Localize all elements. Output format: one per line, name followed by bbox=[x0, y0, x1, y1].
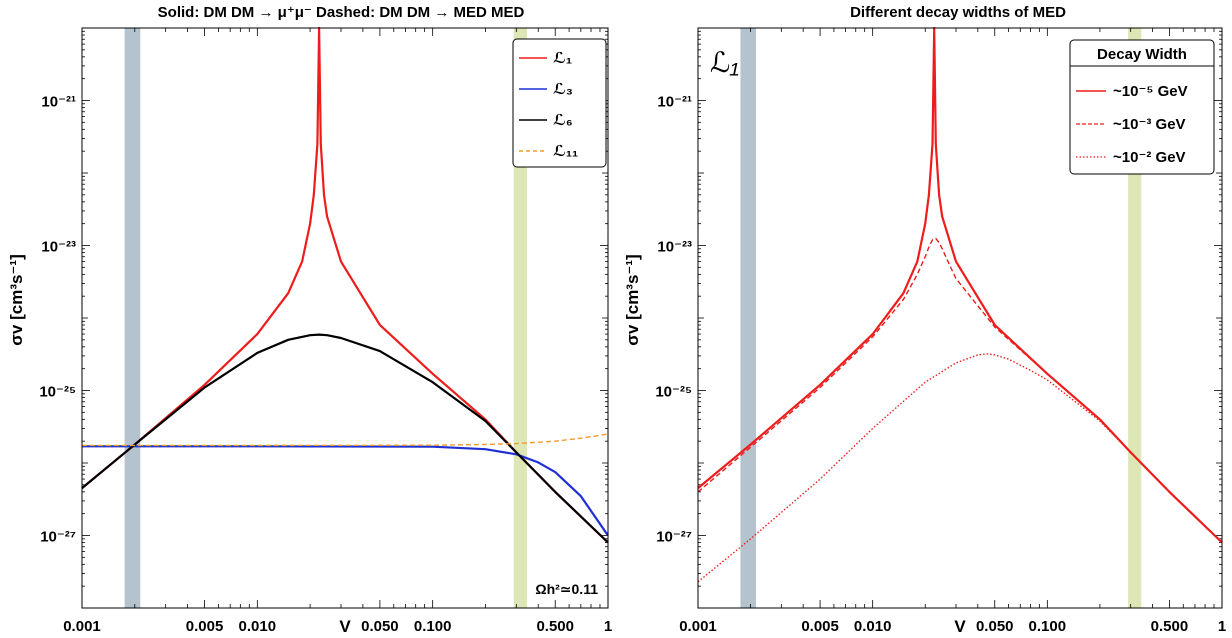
y-tick-label: 10⁻²³ bbox=[657, 239, 692, 256]
legend-item: ~10⁻² GeV bbox=[1076, 149, 1186, 166]
y-axis-label: σv [cm³s⁻¹] bbox=[7, 254, 26, 345]
legend-item: ℒ₁ bbox=[519, 50, 572, 67]
series-line bbox=[81, 26, 609, 544]
band bbox=[740, 28, 757, 608]
legend: ℒ₁ ℒ₃ ℒ₆ ℒ₁₁ bbox=[512, 38, 607, 168]
x-tick-label: 0.010 bbox=[854, 618, 892, 635]
legend-label: ℒ₁₁ bbox=[553, 143, 578, 160]
series-layer bbox=[697, 26, 1223, 583]
legend-label: ℒ₁ bbox=[553, 50, 572, 67]
series-line bbox=[82, 433, 609, 447]
y-tick-labels: 10⁻²⁷ 10⁻²⁵ 10⁻²³ 10⁻²¹ bbox=[655, 94, 692, 546]
panel-left-title: Solid: DM DM → μ⁺μ⁻ Dashed: DM DM → MED … bbox=[158, 4, 525, 21]
legend-title: Decay Width bbox=[1097, 46, 1187, 63]
x-tick-label: 0.500 bbox=[536, 618, 574, 635]
y-tick-label: 10⁻²⁵ bbox=[39, 384, 76, 401]
legend-item: ℒ₁₁ bbox=[519, 143, 578, 160]
legend-item: ℒ₆ bbox=[519, 112, 573, 129]
legend-label: ~10⁻³ GeV bbox=[1113, 116, 1186, 133]
x-tick-label: 0.001 bbox=[679, 618, 717, 635]
x-tick-labels: 0.001 0.005 0.010 0.050 0.100 0.500 1 bbox=[63, 618, 612, 635]
y-tick-label: 10⁻²⁵ bbox=[655, 384, 692, 401]
legend-item: ~10⁻⁵ GeV bbox=[1076, 83, 1188, 100]
x-tick-label: 0.100 bbox=[414, 618, 452, 635]
x-axis-label: V bbox=[954, 617, 966, 636]
legend-box bbox=[1069, 39, 1215, 175]
x-tick-label: 0.005 bbox=[186, 618, 224, 635]
x-tick-label: 0.001 bbox=[63, 618, 101, 635]
band-layer bbox=[124, 28, 527, 608]
legend-label: ~10⁻⁵ GeV bbox=[1113, 83, 1188, 100]
y-tick-labels: 10⁻²⁷ 10⁻²⁵ 10⁻²³ 10⁻²¹ bbox=[39, 94, 76, 546]
y-tick-label: 10⁻²¹ bbox=[41, 94, 76, 111]
x-axis-label: V bbox=[339, 617, 351, 636]
series-line bbox=[697, 237, 1223, 544]
plot-frame bbox=[81, 27, 609, 609]
y-tick-label: 10⁻²⁷ bbox=[656, 529, 692, 546]
series-line bbox=[81, 333, 609, 544]
series-line bbox=[697, 353, 1223, 583]
x-tick-label: 0.050 bbox=[361, 618, 399, 635]
x-tick-label: 1 bbox=[1218, 618, 1226, 635]
x-tick-label: 0.005 bbox=[801, 618, 839, 635]
x-tick-label: 0.010 bbox=[239, 618, 277, 635]
legend-item: ~10⁻³ GeV bbox=[1076, 116, 1186, 133]
x-tick-labels: 0.001 0.005 0.010 0.050 0.100 0.500 1 bbox=[679, 618, 1226, 635]
x-tick-label: 0.500 bbox=[1151, 618, 1189, 635]
y-axis-label: σv [cm³s⁻¹] bbox=[623, 254, 642, 345]
legend-label: ℒ₃ bbox=[553, 81, 573, 98]
panel-right: Different decay widths of MED 0.001 0.005… bbox=[623, 4, 1226, 636]
model-annotation: ℒ₁ bbox=[710, 47, 739, 78]
relic-density-annotation: Ωh²≃0.11 bbox=[535, 581, 598, 597]
legend-item: ℒ₃ bbox=[519, 81, 573, 98]
x-tick-label: 1 bbox=[604, 618, 612, 635]
x-tick-label: 0.100 bbox=[1029, 618, 1067, 635]
legend-label: ~10⁻² GeV bbox=[1113, 149, 1186, 166]
x-tick-label: 0.050 bbox=[976, 618, 1014, 635]
legend-label: ℒ₆ bbox=[553, 112, 573, 129]
y-tick-label: 10⁻²³ bbox=[41, 239, 76, 256]
plot-frame bbox=[697, 27, 1223, 609]
series-line bbox=[82, 445, 609, 537]
y-tick-label: 10⁻²¹ bbox=[657, 94, 692, 111]
band bbox=[513, 28, 527, 608]
band bbox=[124, 28, 141, 608]
panel-right-title: Different decay widths of MED bbox=[850, 4, 1066, 21]
panel-left: Solid: DM DM → μ⁺μ⁻ Dashed: DM DM → MED … bbox=[7, 4, 612, 636]
y-tick-label: 10⁻²⁷ bbox=[40, 529, 76, 546]
legend-box bbox=[512, 38, 607, 168]
series-layer bbox=[81, 26, 609, 544]
legend: Decay Width ~10⁻⁵ GeV ~10⁻³ GeV ~10⁻² Ge… bbox=[1069, 39, 1215, 175]
